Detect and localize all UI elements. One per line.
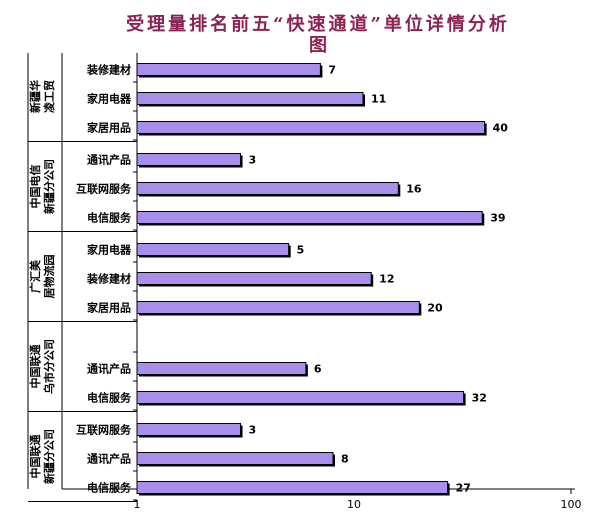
bar: [136, 121, 486, 134]
value-label: 20: [427, 302, 443, 315]
category-label: 电信服务: [87, 391, 132, 405]
category-label: 通讯产品: [87, 452, 131, 466]
bar: [136, 391, 465, 404]
category-label: 电信服务: [87, 211, 132, 225]
group-label: 广汇美: [28, 259, 42, 293]
bar: [136, 481, 449, 494]
bar: [136, 452, 334, 465]
value-label: 39: [490, 212, 505, 225]
bar: [136, 182, 399, 195]
category-label: 电信服务: [87, 481, 132, 495]
group-label: 乌市分公司: [42, 339, 56, 394]
value-label: 3: [249, 154, 257, 167]
category-label: 通讯产品: [87, 153, 131, 167]
value-label: 8: [341, 453, 349, 466]
value-label: 11: [371, 93, 386, 106]
category-label: 家居用品: [87, 121, 131, 135]
group-label: 新疆分公司: [42, 429, 56, 484]
chart-title: 受理量排名前五“快速通道”单位详情分析: [126, 13, 510, 35]
group-label: 居物流园: [42, 255, 56, 299]
category-label: 互联网服务: [76, 182, 132, 196]
group-label: 中国联通: [28, 345, 42, 389]
group-label: 凌工贸: [42, 80, 56, 113]
chart-title-line2: 图: [309, 35, 327, 56]
bar: [136, 272, 372, 285]
group-label: 中国联通: [28, 435, 42, 479]
category-label: 家用电器: [87, 243, 132, 257]
value-label: 27: [456, 482, 471, 495]
x-tick-label: 10: [347, 498, 361, 511]
value-label: 40: [493, 122, 509, 135]
bar: [136, 423, 242, 436]
x-tick-label: 100: [561, 498, 582, 511]
category-label: 互联网服务: [76, 423, 132, 437]
bar: [136, 362, 307, 375]
group-label: 新疆华: [28, 80, 42, 113]
value-label: 5: [297, 244, 305, 257]
bar: [136, 211, 483, 224]
category-label: 装修建材: [86, 63, 131, 77]
value-label: 3: [249, 424, 257, 437]
group-label: 中国电信: [28, 165, 42, 209]
bar: [136, 92, 364, 105]
category-label: 家用电器: [87, 92, 132, 106]
value-label: 6: [314, 363, 322, 376]
bar: [136, 301, 420, 314]
x-tick-label: 1: [134, 498, 141, 511]
value-label: 7: [328, 64, 336, 77]
value-label: 16: [406, 183, 422, 196]
bar: [136, 63, 321, 76]
category-label: 家居用品: [87, 301, 131, 315]
bar: [136, 153, 242, 166]
value-label: 32: [472, 392, 487, 405]
category-label: 通讯产品: [87, 362, 131, 376]
bar: [136, 243, 290, 256]
category-label: 装修建材: [86, 272, 131, 286]
group-label: 新疆分公司: [42, 159, 56, 214]
value-label: 12: [379, 273, 394, 286]
